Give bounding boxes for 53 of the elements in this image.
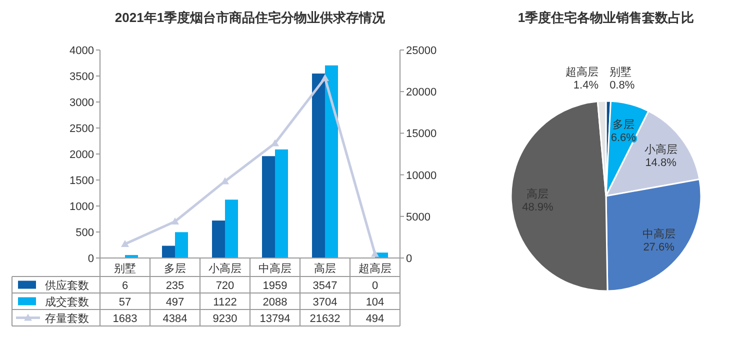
slice-label: 小高层	[644, 143, 678, 156]
x-tick-label: 多层	[164, 263, 186, 275]
y-tick-label: 3500	[70, 71, 94, 83]
chart-title: 2021年1季度烟台市商品住宅分物业供求存情况	[114, 10, 386, 25]
data-label: 27.6%	[643, 241, 675, 254]
x-tick-label: 高层	[314, 262, 336, 275]
y2-tick-label: 0	[406, 253, 412, 265]
y2-tick-label: 20000	[406, 86, 437, 99]
legend-label: 存量套数	[45, 312, 89, 325]
data-label: 494	[366, 312, 384, 325]
data-label: 6	[122, 280, 128, 292]
y2-tick-label: 15000	[406, 128, 437, 140]
legend-label: 供应套数	[45, 278, 89, 292]
slice-label: 超高层	[565, 66, 598, 78]
data-label: 3704	[312, 296, 338, 308]
data-label: 0.8%	[610, 79, 635, 92]
y-tick-label: 500	[76, 227, 94, 239]
chart-title: 1季度住宅各物业销售套数占比	[518, 10, 694, 25]
data-label: 1959	[262, 280, 288, 292]
y-tick-label: 2000	[70, 149, 94, 161]
y-tick-label: 4000	[70, 45, 94, 57]
y-tick-label: 3000	[70, 97, 94, 109]
legend-label: 成交套数	[45, 295, 89, 308]
y-tick-label: 1000	[70, 201, 94, 213]
data-label: 1.4%	[573, 80, 599, 92]
data-label: 2088	[262, 296, 288, 308]
slice-label: 别墅	[610, 66, 632, 78]
x-tick-label: 中高层	[258, 262, 292, 275]
data-label: 1122	[213, 296, 237, 308]
data-label: 4384	[162, 312, 188, 325]
data-label: 235	[166, 280, 184, 292]
slice-label: 中高层	[642, 227, 676, 240]
data-label: 21632	[310, 312, 340, 325]
y-tick-label: 0	[88, 253, 94, 265]
data-label: 0	[372, 280, 378, 292]
slice-label: 多层	[612, 118, 634, 131]
x-tick-label: 超高层	[358, 262, 392, 275]
data-label: 1683	[112, 312, 138, 325]
x-tick-label: 小高层	[208, 262, 242, 275]
y-tick-label: 1500	[70, 175, 94, 187]
y2-tick-label: 25000	[406, 45, 437, 57]
x-tick-label: 别墅	[114, 263, 136, 275]
data-label: 9230	[212, 312, 238, 325]
data-label: 13794	[260, 312, 290, 325]
data-label: 14.8%	[645, 157, 677, 170]
data-label: 57	[118, 296, 132, 308]
data-label: 3547	[312, 280, 338, 292]
data-label: 104	[366, 296, 384, 308]
data-label: 497	[166, 296, 184, 308]
y2-tick-label: 5000	[406, 211, 430, 224]
y2-tick-label: 10000	[406, 170, 437, 182]
y-tick-label: 2500	[70, 123, 94, 135]
data-label: 720	[216, 280, 234, 292]
